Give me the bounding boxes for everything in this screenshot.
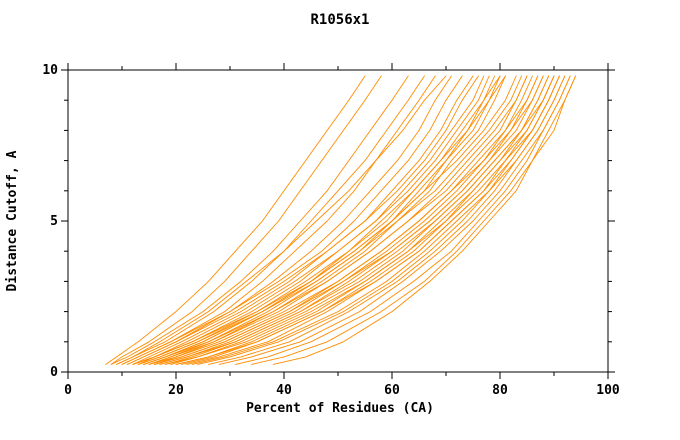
y-tick-label: 5 [50,214,58,229]
curve [164,75,555,365]
curve [251,75,577,365]
chart-title: R1056x1 [310,12,369,28]
x-tick-label: 20 [168,383,184,398]
y-tick-label: 10 [42,63,58,78]
x-tick-label: 80 [492,383,508,398]
curve [132,75,474,365]
y-axis-label: Distance Cutoff, A [5,150,20,291]
curve [191,75,560,365]
curve [132,75,490,365]
x-tick-label: 60 [384,383,400,398]
curve [116,75,425,365]
curve [148,75,539,365]
curve [132,75,517,365]
curve [126,75,452,365]
x-tick-label: 0 [64,383,72,398]
curve [207,75,566,365]
x-axis-label: Percent of Residues (CA) [246,401,434,416]
curve [234,75,571,365]
curve [126,75,479,365]
curve [159,75,550,365]
curve [110,75,382,365]
x-tick-label: 40 [276,383,292,398]
curve [272,75,577,365]
curve [153,75,544,365]
curve [121,75,436,365]
curve [105,75,366,365]
x-tick-label: 100 [596,383,620,398]
curve [175,75,555,365]
curve [110,75,409,365]
curve [159,75,539,365]
curve [137,75,485,365]
y-tick-label: 0 [50,365,58,380]
curve [121,75,463,365]
curve [116,75,447,365]
curve [137,75,523,365]
curve [143,75,528,365]
